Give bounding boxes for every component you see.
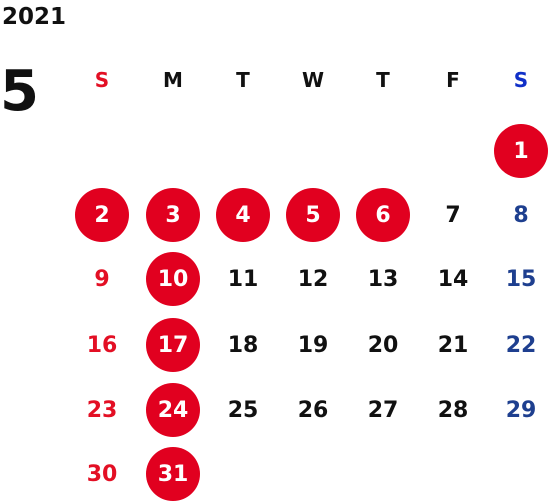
day-13: 13 bbox=[367, 266, 399, 292]
day-11: 11 bbox=[227, 266, 259, 292]
holiday-day-5: 5 bbox=[286, 188, 340, 242]
holiday-day-10: 10 bbox=[146, 252, 200, 306]
day-15: 15 bbox=[505, 266, 537, 292]
day-27: 27 bbox=[367, 397, 399, 423]
day-20: 20 bbox=[367, 332, 399, 358]
year-label: 2021 bbox=[2, 4, 67, 30]
day-26: 26 bbox=[297, 397, 329, 423]
holiday-day-3: 3 bbox=[146, 188, 200, 242]
holiday-day-17: 17 bbox=[146, 318, 200, 372]
day-28: 28 bbox=[437, 397, 469, 423]
weekday-header-3: W bbox=[301, 68, 325, 92]
day-18: 18 bbox=[227, 332, 259, 358]
day-23: 23 bbox=[86, 397, 118, 423]
day-7: 7 bbox=[445, 202, 461, 228]
day-22: 22 bbox=[505, 332, 537, 358]
weekday-header-1: M bbox=[163, 68, 183, 92]
weekday-header-2: T bbox=[236, 68, 250, 92]
holiday-day-6: 6 bbox=[356, 188, 410, 242]
holiday-day-24: 24 bbox=[146, 383, 200, 437]
weekday-header-5: F bbox=[446, 68, 460, 92]
day-29: 29 bbox=[505, 397, 537, 423]
day-8: 8 bbox=[513, 202, 529, 228]
day-25: 25 bbox=[227, 397, 259, 423]
day-30: 30 bbox=[86, 461, 118, 487]
day-9: 9 bbox=[94, 266, 110, 292]
weekday-header-0: S bbox=[94, 68, 110, 92]
day-19: 19 bbox=[297, 332, 329, 358]
holiday-day-31: 31 bbox=[146, 447, 200, 501]
day-12: 12 bbox=[297, 266, 329, 292]
day-21: 21 bbox=[437, 332, 469, 358]
holiday-day-1: 1 bbox=[494, 124, 548, 178]
weekday-header-6: S bbox=[513, 68, 529, 92]
holiday-day-2: 2 bbox=[75, 188, 129, 242]
day-16: 16 bbox=[86, 332, 118, 358]
weekday-header-4: T bbox=[376, 68, 390, 92]
holiday-day-4: 4 bbox=[216, 188, 270, 242]
month-number: 5 bbox=[0, 59, 39, 124]
day-14: 14 bbox=[437, 266, 469, 292]
